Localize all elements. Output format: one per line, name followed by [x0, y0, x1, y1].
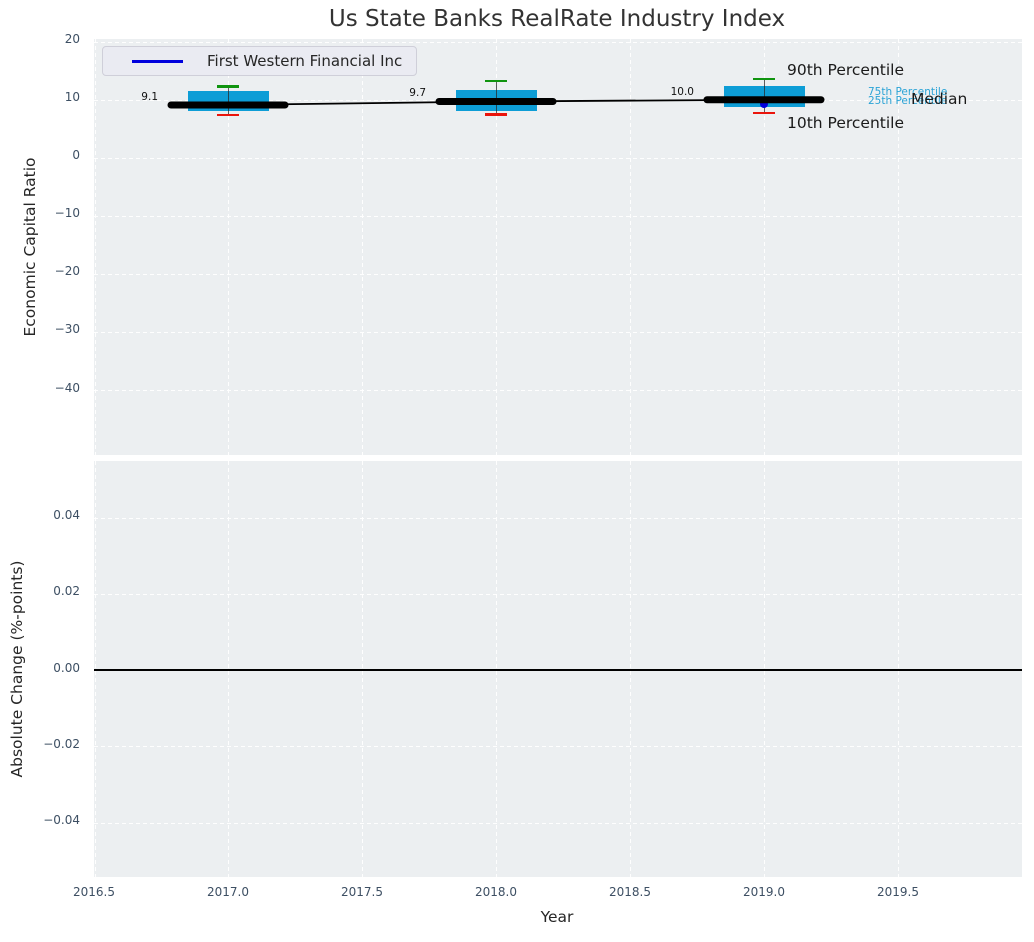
- p10-cap: [485, 113, 507, 116]
- y-gridline: [94, 593, 1022, 595]
- whisker-line: [495, 81, 497, 115]
- x-tick-label: 2018.5: [609, 885, 651, 899]
- company-point: [760, 99, 768, 108]
- p90-cap: [753, 77, 775, 81]
- bottom-y-tick-label: 0.04: [53, 508, 80, 522]
- y-gridline: [94, 41, 1022, 43]
- annotation-median: Median: [911, 89, 968, 108]
- annotation-p25: 25th Percentile: [868, 95, 948, 108]
- x-axis-label: Year: [540, 908, 574, 926]
- annotation-p10: 10th Percentile: [787, 114, 905, 133]
- x-tick-label: 2019.5: [877, 885, 919, 899]
- y-gridline: [94, 273, 1022, 275]
- x-gridline: [228, 461, 229, 877]
- legend-line-sample: [132, 59, 183, 63]
- top-plot-area: 9.1 9.7 10.0 90th Percentile 75th Percentile…: [94, 39, 1022, 455]
- top-y-tick-label: −30: [54, 322, 80, 337]
- x-gridline: [898, 461, 899, 877]
- x-tick-label: 2017.0: [207, 885, 249, 899]
- median-value-label: 10.0: [670, 85, 694, 98]
- y-gridline: [94, 331, 1022, 333]
- x-gridline: [496, 39, 497, 455]
- x-tick-label: 2018.0: [475, 885, 517, 899]
- y-gridline: [94, 746, 1022, 748]
- x-tick-label: 2019.0: [743, 885, 785, 899]
- top-y-tick-label: −20: [54, 264, 80, 279]
- x-gridline: [362, 461, 363, 877]
- bottom-plot-area: [94, 461, 1022, 877]
- p90-cap: [485, 79, 507, 83]
- x-gridline: [94, 461, 96, 877]
- top-y-tick-label: −10: [54, 206, 80, 221]
- x-gridline: [228, 39, 229, 455]
- x-gridline: [94, 39, 96, 455]
- x-gridline: [630, 461, 631, 877]
- median-value-label: 9.1: [141, 90, 158, 103]
- top-y-tick-label: 20: [64, 32, 80, 47]
- y-gridline: [94, 215, 1022, 217]
- bottom-y-tick-label: 0.00: [53, 660, 80, 675]
- x-gridline: [898, 39, 899, 455]
- p10-cap: [217, 113, 239, 117]
- top-y-tick-label: 10: [64, 90, 80, 105]
- whisker-line: [763, 78, 765, 114]
- whisker-line: [227, 86, 229, 115]
- top-y-axis-label: Economic Capital Ratio: [21, 157, 39, 337]
- p10-cap: [753, 111, 775, 115]
- legend-label: First Western Financial Inc: [207, 52, 403, 70]
- x-tick-label: 2016.5: [73, 885, 115, 899]
- x-gridline: [764, 39, 765, 455]
- x-gridline: [764, 461, 765, 877]
- annotation-p90: 90th Percentile: [787, 60, 905, 79]
- y-gridline: [94, 157, 1022, 159]
- y-gridline: [94, 390, 1022, 391]
- x-gridline: [496, 461, 497, 877]
- annotation-p75: 75th Percentile: [868, 85, 948, 98]
- top-y-tick-label: 0: [72, 148, 80, 163]
- bottom-y-tick-label: −0.02: [43, 736, 80, 751]
- bottom-y-tick-label: 0.02: [53, 584, 80, 599]
- x-tick-label: 2017.5: [341, 885, 383, 899]
- zero-line: [94, 669, 1022, 671]
- chart-title: Us State Banks RealRate Industry Index: [328, 6, 786, 32]
- top-y-tick-label: −40: [54, 380, 80, 395]
- median-value-label: 9.7: [409, 87, 426, 100]
- x-gridline: [630, 39, 631, 455]
- x-gridline: [362, 39, 363, 455]
- bottom-y-tick-label: −0.04: [43, 813, 80, 827]
- y-gridline: [94, 822, 1022, 824]
- p90-cap: [217, 85, 239, 88]
- median-line: [167, 96, 825, 109]
- legend: First Western Financial Inc: [102, 46, 418, 76]
- y-gridline: [94, 517, 1022, 519]
